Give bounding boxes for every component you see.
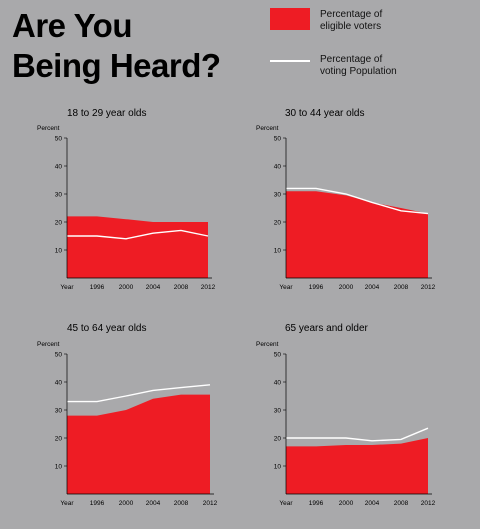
x-tick-label-65-plus-2008: 2008 (394, 500, 409, 507)
line-series-18-29 (67, 229, 209, 240)
chart-title-18-29: 18 to 29 year olds (67, 108, 147, 119)
y-tick-label-45-64-40: 40 (55, 379, 63, 386)
area-series-45-64 (67, 394, 210, 494)
y-tick-label-45-64-50: 50 (55, 351, 63, 358)
area-series-18-29 (67, 216, 208, 278)
x-tick-label-30-44-Year: Year (279, 284, 293, 291)
page-title: Are You Being Heard? (12, 6, 221, 86)
x-tick-label-18-29-1996: 1996 (90, 284, 105, 291)
area-series-30-44 (286, 191, 428, 278)
legend-area-label-line-2: eligible voters (320, 21, 382, 32)
legend-line-label: Percentage of voting Population (320, 54, 470, 78)
y-tick-label-30-44-50: 50 (274, 135, 282, 142)
x-tick-label-30-44-2000: 2000 (339, 284, 354, 291)
line-series-65-plus (286, 427, 429, 442)
y-axis-label-18-29: Percent (37, 125, 60, 132)
legend-line-label-line-1: Percentage of (320, 54, 383, 65)
x-tick-label-18-29-2004: 2004 (146, 284, 161, 291)
line-series-45-64 (67, 384, 211, 403)
x-tick-label-30-44-2012: 2012 (421, 284, 436, 291)
legend-area-swatch (270, 8, 310, 30)
legend-line-label-line-2: voting Population (320, 66, 397, 77)
legend-line-swatch (270, 60, 310, 62)
chart-title-45-64: 45 to 64 year olds (67, 323, 147, 334)
x-tick-label-45-64-1996: 1996 (90, 500, 105, 507)
y-tick-label-65-plus-30: 30 (274, 407, 282, 414)
y-tick-label-18-29-30: 30 (55, 191, 63, 198)
chart-title-65-plus: 65 years and older (285, 323, 368, 334)
y-axis-label-65-plus: Percent (256, 341, 279, 348)
y-tick-label-18-29-20: 20 (55, 219, 63, 226)
x-tick-label-18-29-2008: 2008 (174, 284, 189, 291)
x-tick-label-30-44-2008: 2008 (394, 284, 409, 291)
y-tick-label-30-44-20: 20 (274, 219, 282, 226)
x-tick-label-65-plus-Year: Year (279, 500, 293, 507)
x-tick-label-45-64-Year: Year (60, 500, 74, 507)
area-series-65-plus (286, 438, 428, 494)
y-tick-label-45-64-20: 20 (55, 435, 63, 442)
legend-area-label-line-1: Percentage of (320, 9, 383, 20)
y-tick-label-65-plus-40: 40 (274, 379, 282, 386)
y-axis-label-45-64: Percent (37, 341, 60, 348)
x-tick-label-45-64-2000: 2000 (119, 500, 134, 507)
y-tick-label-30-44-40: 40 (274, 163, 282, 170)
x-tick-label-45-64-2008: 2008 (174, 500, 189, 507)
y-tick-label-18-29-50: 50 (55, 135, 63, 142)
x-tick-label-30-44-1996: 1996 (309, 284, 324, 291)
x-tick-label-18-29-Year: Year (60, 284, 74, 291)
x-tick-label-65-plus-2004: 2004 (365, 500, 380, 507)
y-tick-label-65-plus-10: 10 (274, 463, 282, 470)
y-tick-label-30-44-10: 10 (274, 247, 282, 254)
x-tick-label-45-64-2012: 2012 (203, 500, 218, 507)
y-tick-label-65-plus-20: 20 (274, 435, 282, 442)
y-tick-label-30-44-30: 30 (274, 191, 282, 198)
x-tick-label-65-plus-1996: 1996 (309, 500, 324, 507)
line-series-30-44 (286, 187, 429, 215)
y-tick-label-45-64-10: 10 (55, 463, 63, 470)
x-tick-label-30-44-2004: 2004 (365, 284, 380, 291)
x-tick-label-45-64-2004: 2004 (146, 500, 161, 507)
y-tick-label-18-29-40: 40 (55, 163, 63, 170)
legend-area-label: Percentage of eligible voters (320, 9, 470, 33)
x-tick-label-65-plus-2000: 2000 (339, 500, 354, 507)
x-tick-label-18-29-2000: 2000 (119, 284, 134, 291)
title-line-2: Being Heard? (12, 47, 221, 84)
y-tick-label-18-29-10: 10 (55, 247, 63, 254)
y-axis-label-30-44: Percent (256, 125, 279, 132)
title-line-1: Are You (12, 7, 132, 44)
chart-title-30-44: 30 to 44 year olds (285, 108, 365, 119)
y-tick-label-45-64-30: 30 (55, 407, 63, 414)
x-tick-label-18-29-2012: 2012 (201, 284, 216, 291)
x-tick-label-65-plus-2012: 2012 (421, 500, 436, 507)
y-tick-label-65-plus-50: 50 (274, 351, 282, 358)
